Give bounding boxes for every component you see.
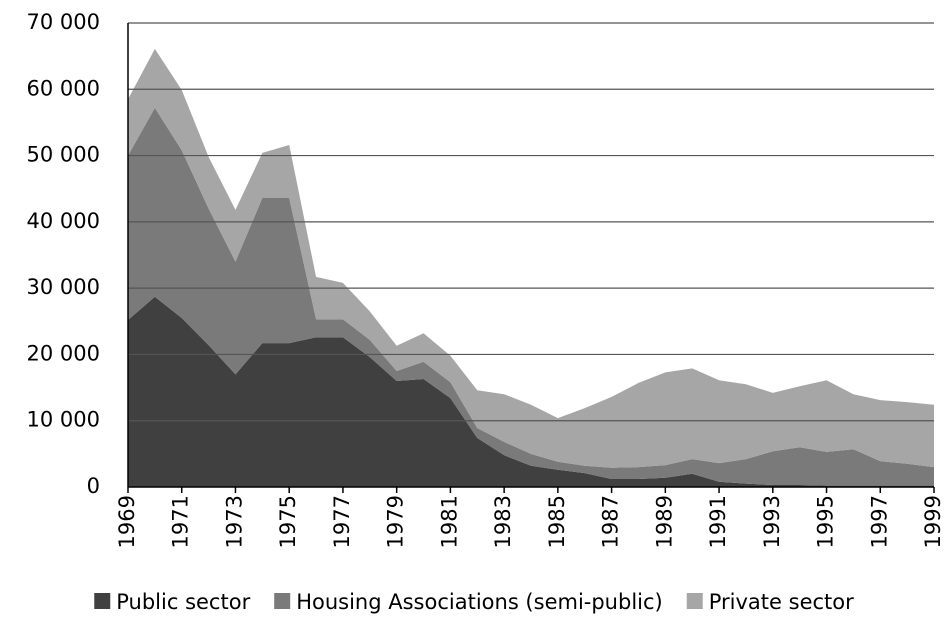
x-tick-label: 1991 [706, 495, 730, 548]
x-tick-label: 1973 [222, 495, 246, 548]
x-tick-label: 1995 [814, 495, 838, 548]
area [128, 48, 934, 468]
y-tick-label: 40 000 [27, 209, 100, 233]
legend: Public sector Housing Associations (semi-… [94, 590, 854, 614]
legend-swatch [94, 593, 111, 609]
y-tick-label: 70 000 [27, 10, 100, 34]
y-tick-label: 10 000 [27, 408, 100, 432]
x-tick-label: 1985 [545, 495, 569, 548]
legend-label: Private sector [709, 590, 854, 614]
y-tick-label: 30 000 [27, 275, 100, 299]
y-tick-label: 0 [87, 474, 100, 498]
y-tick-label: 20 000 [27, 341, 100, 365]
legend-label: Housing Associations (semi-public) [296, 590, 663, 614]
x-tick-label: 1999 [921, 495, 945, 548]
y-tick-label: 50 000 [27, 143, 100, 167]
x-tick-label: 1975 [276, 495, 300, 548]
x-tick-label: 1969 [115, 495, 139, 548]
legend-swatch [686, 593, 703, 609]
x-tick-label: 1993 [760, 495, 784, 548]
y-tick-label: 60 000 [27, 76, 100, 100]
x-tick-label: 1971 [169, 495, 193, 548]
area [128, 296, 934, 487]
x-tick-label: 1983 [491, 495, 515, 548]
x-tick-label: 1989 [652, 495, 676, 548]
legend-label: Public sector [116, 590, 250, 614]
area [128, 107, 934, 486]
x-tick-label: 1981 [437, 495, 461, 548]
x-tick-label: 1987 [599, 495, 623, 548]
legend-swatch [274, 593, 291, 609]
x-tick-label: 1977 [330, 495, 354, 548]
x-tick-label: 1979 [384, 495, 408, 548]
x-tick-label: 1997 [867, 495, 891, 548]
